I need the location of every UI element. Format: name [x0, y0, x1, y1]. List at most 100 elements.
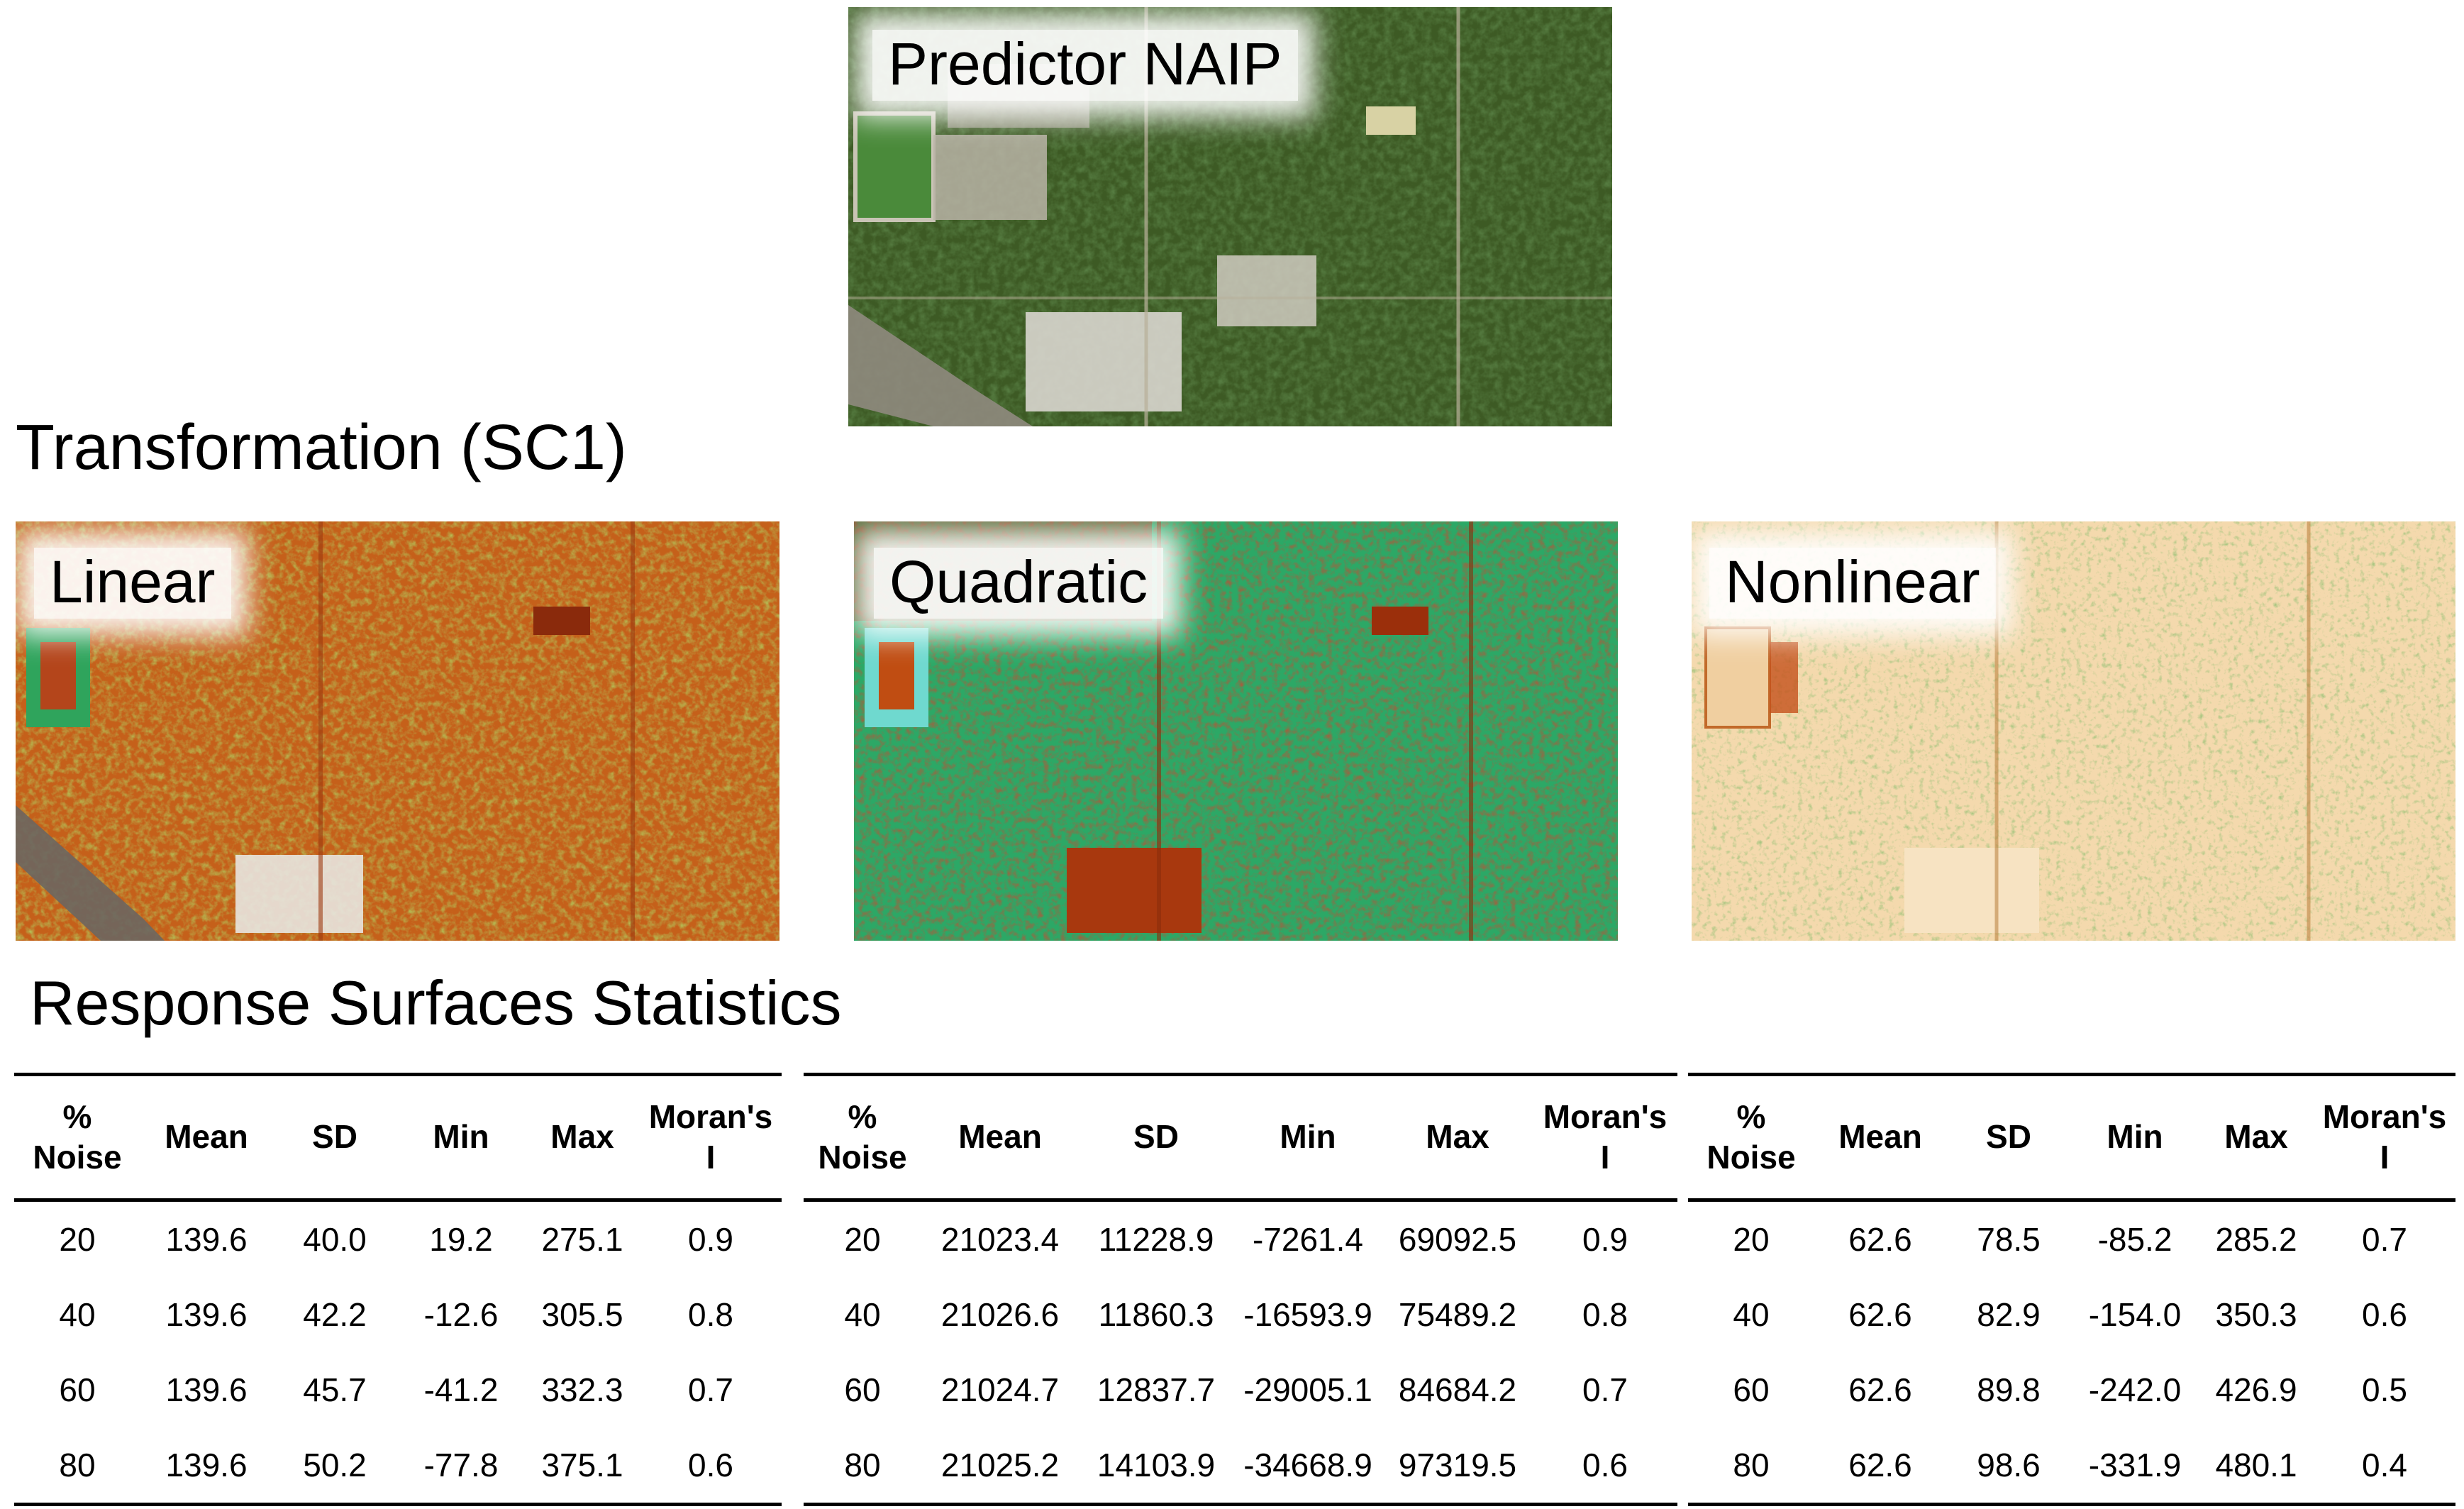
table-cell: 82.9	[1977, 1296, 2041, 1333]
table-cell: 11860.3	[1098, 1296, 1214, 1333]
col-header: % Noise	[14, 1074, 140, 1202]
table-cell: 0.7	[1582, 1371, 1628, 1408]
table-cell: -12.6	[423, 1296, 499, 1333]
table-cell: 139.6	[165, 1296, 248, 1333]
table-cell: 0.7	[2362, 1221, 2407, 1258]
table-cell: 480.1	[2215, 1447, 2297, 1483]
table-cell: 75489.2	[1398, 1296, 1517, 1333]
col-header: SD	[1079, 1074, 1233, 1202]
linear-label: Linear	[34, 548, 231, 619]
table-cell: -7261.4	[1252, 1221, 1363, 1258]
table-cell: 21023.4	[940, 1221, 1060, 1258]
table-cell: 426.9	[2215, 1371, 2297, 1408]
table-cell: 40	[59, 1296, 96, 1333]
table-cell: 375.1	[541, 1447, 623, 1483]
table-cell: 60	[1733, 1371, 1770, 1408]
table-cell: -16593.9	[1243, 1296, 1372, 1333]
table-cell: 305.5	[541, 1296, 623, 1333]
col-header: Mean	[1814, 1074, 1946, 1202]
table-cell: 0.8	[688, 1296, 733, 1333]
stats-heading: Response Surfaces Statistics	[30, 968, 842, 1038]
table-row: 60 62.6 89.8 -242.0 426.9 0.5	[1688, 1352, 2455, 1427]
table-row: 20 139.6 40.0 19.2 275.1 0.9	[14, 1200, 782, 1278]
table-cell: -85.2	[2097, 1221, 2172, 1258]
table-cell: 50.2	[303, 1447, 367, 1483]
table-row: 20 62.6 78.5 -85.2 285.2 0.7	[1688, 1200, 2455, 1278]
col-header: SD	[1946, 1074, 2071, 1202]
col-header: Mean	[921, 1074, 1079, 1202]
table-row: 80 62.6 98.6 -331.9 480.1 0.4	[1688, 1427, 2455, 1505]
table-cell: 98.6	[1977, 1447, 2041, 1483]
table-cell: 0.7	[688, 1371, 733, 1408]
table-cell: 62.6	[1848, 1221, 1912, 1258]
table-cell: 11228.9	[1098, 1221, 1214, 1258]
table-cell: 139.6	[165, 1371, 248, 1408]
table-cell: 285.2	[2215, 1221, 2297, 1258]
table-cell: -34668.9	[1243, 1447, 1372, 1483]
table-row: 60 21024.7 12837.7 -29005.1 84684.2 0.7	[804, 1352, 1677, 1427]
table-cell: 0.9	[688, 1221, 733, 1258]
table-cell: 139.6	[165, 1221, 248, 1258]
table-cell: 0.8	[1582, 1296, 1628, 1333]
table-cell: 80	[844, 1447, 881, 1483]
table-cell: -331.9	[2088, 1447, 2182, 1483]
table-cell: -242.0	[2088, 1371, 2182, 1408]
table-row: 80 21025.2 14103.9 -34668.9 97319.5 0.6	[804, 1427, 1677, 1505]
table-cell: 0.6	[1582, 1447, 1628, 1483]
table-cell: 20	[844, 1221, 881, 1258]
table-cell: 0.4	[2362, 1447, 2407, 1483]
table-header-row: % Noise Mean SD Min Max Moran's I	[1688, 1074, 2455, 1202]
table-cell: 40	[844, 1296, 881, 1333]
table-cell: 62.6	[1848, 1447, 1912, 1483]
table-cell: 89.8	[1977, 1371, 2041, 1408]
table-cell: 60	[59, 1371, 96, 1408]
col-header: Min	[1233, 1074, 1382, 1202]
table-cell: 0.6	[2362, 1296, 2407, 1333]
table-cell: -154.0	[2088, 1296, 2182, 1333]
table-row: 80 139.6 50.2 -77.8 375.1 0.6	[14, 1427, 782, 1505]
nonlinear-panel	[1692, 521, 2455, 941]
table-cell: 275.1	[541, 1221, 623, 1258]
col-header: Max	[2199, 1074, 2314, 1202]
table-cell: 0.5	[2362, 1371, 2407, 1408]
table-cell: 21025.2	[940, 1447, 1060, 1483]
table-cell: 20	[1733, 1221, 1770, 1258]
table-cell: 62.6	[1848, 1296, 1912, 1333]
quadratic-label: Quadratic	[874, 548, 1164, 619]
col-header: Moran's I	[1533, 1074, 1677, 1202]
table-header-row: % Noise Mean SD Min Max Moran's I	[14, 1074, 782, 1202]
table-cell: 19.2	[429, 1221, 493, 1258]
stats-table-linear: % Noise Mean SD Min Max Moran's I 20 139…	[14, 1073, 782, 1506]
table-cell: 84684.2	[1398, 1371, 1517, 1408]
table-cell: 97319.5	[1398, 1447, 1517, 1483]
col-header: Min	[397, 1074, 525, 1202]
table-cell: 20	[59, 1221, 96, 1258]
table-cell: 12837.7	[1097, 1371, 1216, 1408]
col-header: Max	[1382, 1074, 1533, 1202]
table-cell: -41.2	[423, 1371, 499, 1408]
table-cell: 40	[1733, 1296, 1770, 1333]
table-cell: 350.3	[2215, 1296, 2297, 1333]
table-row: 20 21023.4 11228.9 -7261.4 69092.5 0.9	[804, 1200, 1677, 1278]
table-row: 60 139.6 45.7 -41.2 332.3 0.7	[14, 1352, 782, 1427]
nonlinear-label: Nonlinear	[1709, 548, 1996, 619]
table-cell: 45.7	[303, 1371, 367, 1408]
col-header: Min	[2071, 1074, 2199, 1202]
table-cell: 60	[844, 1371, 881, 1408]
col-header: % Noise	[804, 1074, 921, 1202]
table-cell: 80	[1733, 1447, 1770, 1483]
col-header: % Noise	[1688, 1074, 1814, 1202]
table-cell: 42.2	[303, 1296, 367, 1333]
col-header: SD	[272, 1074, 397, 1202]
table-row: 40 62.6 82.9 -154.0 350.3 0.6	[1688, 1277, 2455, 1352]
col-header: Moran's I	[2314, 1074, 2455, 1202]
table-row: 40 139.6 42.2 -12.6 305.5 0.8	[14, 1277, 782, 1352]
table-cell: 332.3	[541, 1371, 623, 1408]
table-cell: 69092.5	[1398, 1221, 1517, 1258]
table-cell: 0.9	[1582, 1221, 1628, 1258]
stats-table-quadratic: % Noise Mean SD Min Max Moran's I 20 210…	[804, 1073, 1677, 1506]
table-cell: -29005.1	[1243, 1371, 1372, 1408]
col-header: Max	[525, 1074, 640, 1202]
table-cell: 21026.6	[940, 1296, 1060, 1333]
quadratic-panel	[854, 521, 1618, 941]
